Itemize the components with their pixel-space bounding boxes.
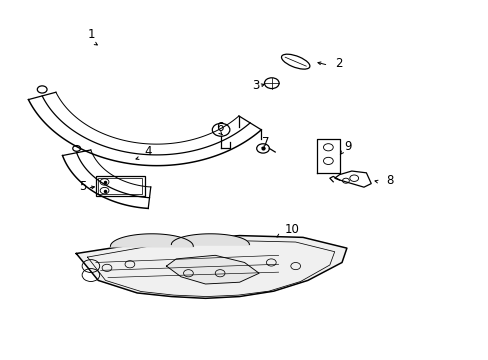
- Text: 10: 10: [284, 223, 299, 236]
- Polygon shape: [166, 255, 259, 284]
- Text: 6: 6: [216, 121, 224, 134]
- Text: 9: 9: [344, 140, 351, 153]
- Bar: [98, 178, 142, 194]
- Polygon shape: [334, 171, 370, 187]
- Text: 3: 3: [251, 78, 259, 91]
- Text: 5: 5: [79, 180, 86, 193]
- Text: 1: 1: [87, 28, 95, 41]
- Text: 4: 4: [144, 145, 152, 158]
- Text: 7: 7: [261, 136, 268, 149]
- Bar: [96, 176, 144, 196]
- Polygon shape: [76, 235, 346, 298]
- Text: 2: 2: [334, 57, 342, 70]
- Text: 8: 8: [385, 174, 392, 186]
